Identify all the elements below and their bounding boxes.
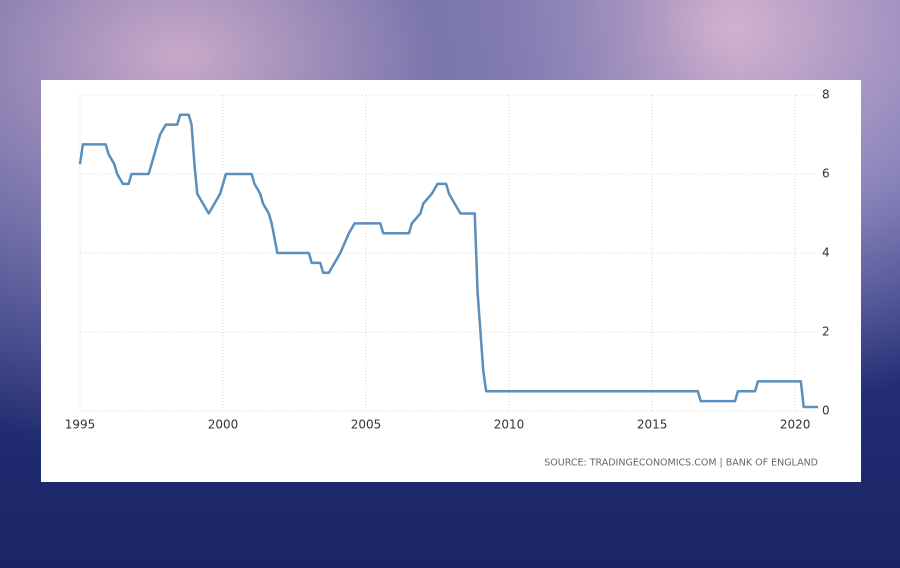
y-tick-label: 2 [822,325,830,339]
chart: SOURCE: TRADINGECONOMICS.COM | BANK OF E… [65,88,830,469]
x-tick-label: 2005 [351,418,382,432]
y-tick-label: 6 [822,167,830,181]
x-tick-label: 2010 [494,418,525,432]
chart-card: SOURCE: TRADINGECONOMICS.COM | BANK OF E… [41,80,861,482]
source: SOURCE: TRADINGECONOMICS.COM | BANK OF E… [544,458,818,469]
y-tick-label: 8 [822,88,830,102]
y-tick-label: 4 [822,246,830,260]
x-tick-label: 2020 [780,418,811,432]
x-tick-label: 2015 [637,418,668,432]
x-tick-label: 1995 [65,418,96,432]
line [78,113,818,409]
y-tick-label: 0 [822,404,830,418]
x-tick-label: 2000 [208,418,239,432]
